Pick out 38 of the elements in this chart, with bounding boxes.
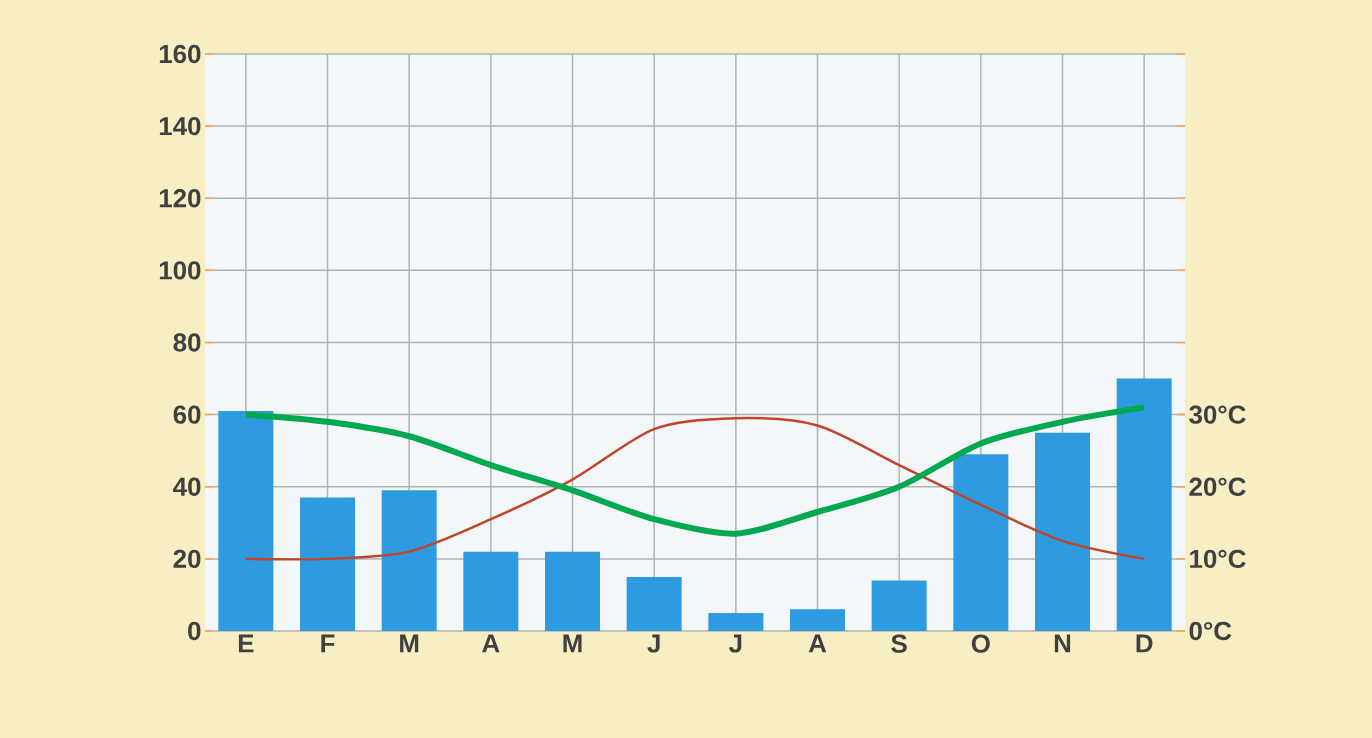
bar	[381, 490, 437, 631]
bar	[1035, 432, 1091, 631]
bar	[953, 454, 1009, 631]
y-tick-label: 100	[159, 261, 201, 280]
x-tick-label: D	[1136, 634, 1153, 653]
y-tick-label: 160	[159, 44, 201, 64]
bar	[626, 576, 682, 631]
bar	[790, 609, 846, 631]
bar	[218, 411, 274, 631]
y2-tick-label: 30°C	[1189, 405, 1246, 424]
x-tick-label: E	[238, 634, 254, 653]
y2-tick-label: 20°C	[1189, 477, 1246, 496]
x-tick-label: O	[971, 634, 990, 653]
y-tick-label: 40	[173, 477, 201, 496]
x-tick-label: M	[400, 634, 419, 653]
x-tick-label: A	[808, 634, 827, 653]
y2-tick-label: 10°C	[1190, 549, 1246, 569]
y-tick-label: 0	[188, 621, 201, 641]
y-tick-label: 140	[159, 116, 201, 136]
x-tick-label: J	[729, 634, 742, 653]
bar	[871, 580, 927, 631]
y2-tick-label: 0°C	[1189, 621, 1232, 641]
x-tick-label: N	[1054, 634, 1071, 653]
y-tick-label: 120	[159, 189, 201, 208]
x-tick-label: A	[482, 634, 500, 653]
bar	[545, 551, 601, 631]
x-tick-label: J	[647, 634, 660, 653]
x-tick-label: M	[563, 634, 582, 653]
line-series	[244, 416, 1146, 561]
y-tick-label: 80	[173, 333, 201, 352]
bar	[300, 497, 355, 631]
bar	[708, 612, 764, 631]
bar	[463, 551, 519, 631]
y-tick-label: 20	[173, 549, 201, 569]
bar	[1116, 378, 1172, 631]
x-tick-label: S	[891, 634, 907, 653]
y-tick-label: 60	[173, 405, 201, 424]
x-tick-label: F	[321, 634, 335, 653]
